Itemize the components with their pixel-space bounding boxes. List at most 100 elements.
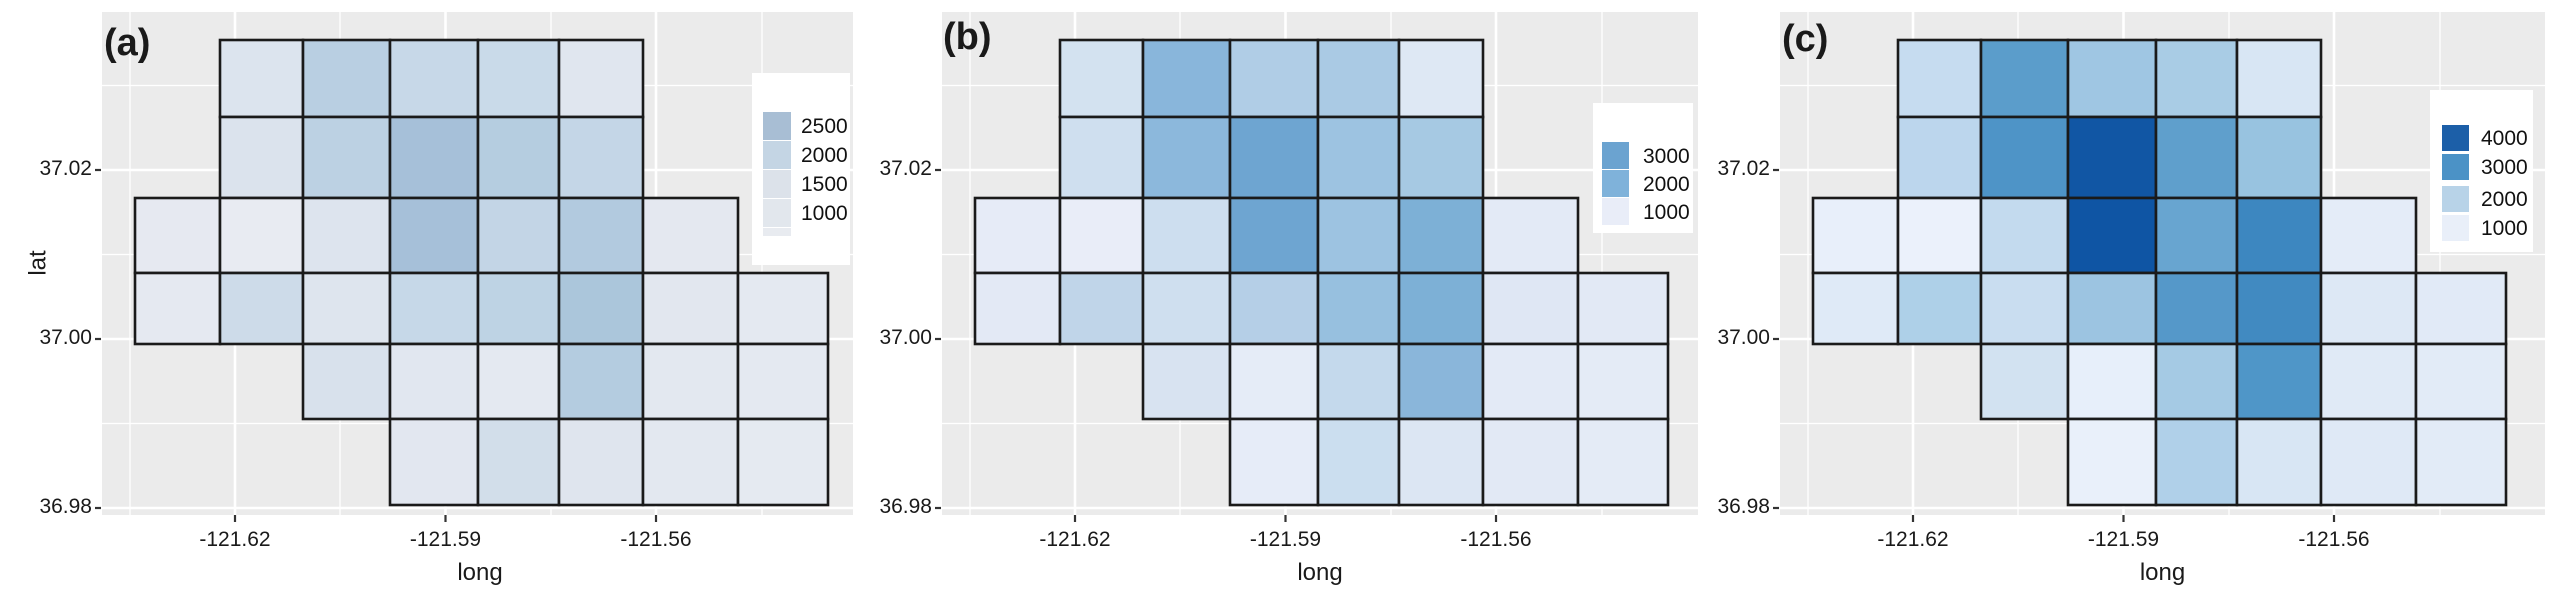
grid-cell xyxy=(388,417,480,507)
legend-swatch xyxy=(1602,198,1629,225)
grid-cell xyxy=(388,196,480,275)
grid-cell xyxy=(1058,38,1145,119)
y-tick-label: 36.98 xyxy=(879,495,932,518)
grid-cell xyxy=(1896,38,1983,119)
legend-value-label: 1000 xyxy=(1643,200,1690,224)
x-tick-label: -121.59 xyxy=(409,528,482,551)
grid-cell xyxy=(218,38,305,119)
grid-cell xyxy=(1316,342,1401,421)
legend-swatch xyxy=(2442,186,2469,212)
legend-value-label: 2000 xyxy=(1643,172,1690,196)
grid-cell xyxy=(1481,342,1580,421)
legend-value-label: 3000 xyxy=(1643,144,1690,168)
grid-cell xyxy=(2235,115,2323,200)
grid-cell xyxy=(2066,115,2158,200)
panel-a: (a) 37.02 37.00 36.98 -121.62 -121.59 -121.56 l… xyxy=(0,0,853,595)
grid-cell xyxy=(1481,271,1580,346)
grid-cell xyxy=(476,417,561,507)
x-tick-label: -121.56 xyxy=(620,528,692,551)
legend-value-label: 4000 xyxy=(2481,127,2528,150)
grid-cell xyxy=(2066,417,2158,507)
grid-cell xyxy=(641,196,740,275)
grid-cell xyxy=(1896,196,1983,275)
legend-value-label: 2000 xyxy=(801,144,848,167)
legend-swatch-stub xyxy=(763,228,791,236)
grid-cell xyxy=(557,38,645,119)
grid-cell xyxy=(736,271,830,346)
grid-cell xyxy=(476,271,561,346)
grid-cell xyxy=(2235,271,2323,346)
grid-cell xyxy=(1979,115,2070,200)
y-tick-label: 37.00 xyxy=(39,326,92,349)
y-axis-title: lat xyxy=(24,250,52,276)
x-axis-title: long xyxy=(1297,559,1343,586)
y-tick-label: 36.98 xyxy=(39,495,92,518)
grid-cell xyxy=(1141,342,1232,421)
grid-cell xyxy=(736,417,830,507)
grid-cell xyxy=(2154,342,2239,421)
y-tick-label: 36.98 xyxy=(1717,495,1770,518)
legend-value-label: 1500 xyxy=(801,173,848,196)
grid-cell xyxy=(557,417,645,507)
plot-area-b xyxy=(935,12,1698,522)
grid-cell xyxy=(388,115,480,200)
grid-cell xyxy=(2154,115,2239,200)
grid-cell xyxy=(1141,115,1232,200)
grid-cell xyxy=(2235,38,2323,119)
grid-cell xyxy=(557,271,645,346)
grid-cell xyxy=(1481,417,1580,507)
grid-cell xyxy=(476,115,561,200)
legend-value-label: 2000 xyxy=(2481,188,2528,211)
grid-cell xyxy=(133,196,222,275)
plot-area-c xyxy=(1773,12,2545,522)
grid-cell xyxy=(2235,196,2323,275)
grid-cell xyxy=(557,342,645,421)
y-tick-label: 37.02 xyxy=(879,157,932,180)
grid-cell xyxy=(1058,115,1145,200)
legend-swatch xyxy=(763,141,791,169)
grid-cell xyxy=(557,115,645,200)
panel-b: (b) 37.02 37.00 36.98 -121.62 -121.59 -121.56 l… xyxy=(853,0,1706,595)
grid-cell xyxy=(1979,342,2070,421)
grid-cell xyxy=(1316,271,1401,346)
grid-cell xyxy=(1576,417,1670,507)
grid-cell xyxy=(641,342,740,421)
grid-cell xyxy=(2066,271,2158,346)
grid-cell xyxy=(1316,417,1401,507)
panel-c: (c) 37.02 37.00 36.98 -121.62 -121.59 -121.56 l… xyxy=(1706,0,2559,595)
grid-cell xyxy=(301,115,392,200)
x-tick-label: -121.62 xyxy=(1039,528,1111,551)
grid-cell xyxy=(301,342,392,421)
grid-cell xyxy=(218,196,305,275)
grid-cell xyxy=(476,38,561,119)
x-tick-label: -121.56 xyxy=(2298,528,2370,551)
legend-c: 4000 3000 2000 1000 xyxy=(2430,90,2533,252)
grid-cell xyxy=(218,271,305,346)
grid-cell xyxy=(2154,38,2239,119)
grid-cell xyxy=(388,271,480,346)
legend-swatch xyxy=(2442,154,2469,180)
grid-cell xyxy=(1397,196,1485,275)
grid-cell xyxy=(1576,342,1670,421)
grid-cell xyxy=(1058,271,1145,346)
grid-cell xyxy=(1397,271,1485,346)
legend-value-label: 3000 xyxy=(2481,156,2528,179)
x-tick-label: -121.62 xyxy=(1877,528,1949,551)
grid-cell xyxy=(1576,271,1670,346)
x-axis-title: long xyxy=(457,559,503,586)
grid-cell xyxy=(641,271,740,346)
grid-cell xyxy=(1141,38,1232,119)
x-tick-label: -121.56 xyxy=(1460,528,1532,551)
grid-cell xyxy=(1316,196,1401,275)
grid-cell xyxy=(2154,417,2239,507)
grid-cell xyxy=(2319,342,2418,421)
y-tick-label: 37.00 xyxy=(1717,326,1770,349)
legend-value-label: 1000 xyxy=(2481,217,2528,240)
panel-label-a: (a) xyxy=(104,22,151,64)
x-axis-title: long xyxy=(2139,559,2186,586)
grid-cell xyxy=(301,196,392,275)
grid-cell xyxy=(1979,271,2070,346)
grid-cell xyxy=(1397,342,1485,421)
grid-cell xyxy=(557,196,645,275)
grid-cell xyxy=(388,38,480,119)
